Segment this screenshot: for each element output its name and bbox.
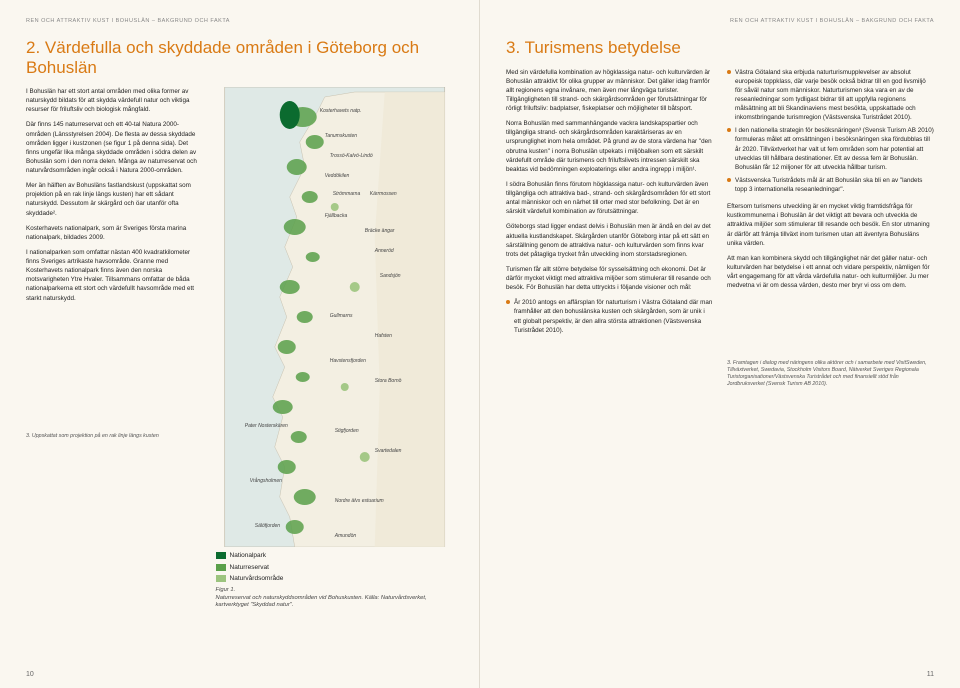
bullet-item: År 2010 antogs en affärsplan för naturtu… [506, 298, 713, 335]
map-legend: Nationalpark Naturreservat Naturvårdsomr… [216, 551, 453, 583]
legend-label: Naturreservat [230, 563, 269, 572]
legend-row-nv: Naturvårdsområde [216, 574, 453, 583]
para: Turismen får allt större betydelse för s… [506, 265, 713, 292]
map-label: Nordre älvs estuarium [334, 498, 383, 504]
para: Att man kan kombinera skydd och tillgäng… [727, 254, 934, 291]
right-columns: Med sin värdefulla kombination av högkla… [506, 68, 934, 676]
bohuslan-map-svg: Kosterhavets natp. Tanumskusten Trossö-K… [216, 87, 453, 547]
running-head-left: REN OCH ATTRAKTIV KUST I BOHUSLÄN – BAKG… [26, 18, 453, 24]
left-col-text: I Bohuslän har ett stort antal områden m… [26, 87, 202, 676]
para: Där finns 145 naturreservat och ett 40-t… [26, 120, 202, 175]
map-figure: Kosterhavets natp. Tanumskusten Trossö-K… [216, 87, 453, 547]
swatch-nr [216, 564, 226, 571]
left-columns: I Bohuslän har ett stort antal områden m… [26, 87, 453, 676]
map-label: Gullmarns [329, 313, 352, 319]
para: Kosterhavets nationalpark, som är Sverig… [26, 224, 202, 242]
section-3-title: 3. Turismens betydelse [506, 38, 934, 58]
map-label: Fjällbacka [324, 213, 347, 219]
left-page: REN OCH ATTRAKTIV KUST I BOHUSLÄN – BAKG… [0, 0, 480, 688]
map-label: Bräcke ängar [364, 228, 394, 234]
map-label: Anneröd [373, 248, 393, 254]
page-spread: REN OCH ATTRAKTIV KUST I BOHUSLÄN – BAKG… [0, 0, 960, 688]
fig-body: Naturreservat och naturskyddsområden vid… [216, 595, 427, 609]
map-label: Kärrmossen [369, 191, 396, 197]
left-col-map: Kosterhavets natp. Tanumskusten Trossö-K… [216, 87, 453, 676]
bullet-text: År 2010 antogs en affärsplan för naturtu… [514, 298, 713, 335]
legend-label: Nationalpark [230, 551, 267, 560]
map-label: Sandsjön [379, 273, 400, 279]
section-2-title: 2. Värdefulla och skyddade områden i Göt… [26, 38, 453, 77]
fig-num: Figur 1. [216, 587, 236, 593]
bullet-text: Västra Götaland ska erbjuda naturturismu… [735, 68, 934, 123]
legend-row-np: Nationalpark [216, 551, 453, 560]
swatch-np [216, 552, 226, 559]
bullet-icon [727, 178, 731, 182]
legend-label: Naturvårdsområde [230, 574, 284, 583]
map-label: Stigfjorden [334, 428, 358, 434]
bullet-icon [506, 300, 510, 304]
bullet-icon [727, 128, 731, 132]
para: I nationalparken som omfattar nästan 400… [26, 248, 202, 303]
footnote-3: 3. Uppskattat som projektion på en rak l… [26, 433, 202, 440]
right-col-1: Med sin värdefulla kombination av högkla… [506, 68, 713, 676]
right-col-2: Västra Götaland ska erbjuda naturturismu… [727, 68, 934, 676]
map-label: Veddökilen [324, 173, 349, 179]
map-label: Vrångsholmen [249, 477, 281, 484]
map-label: Strömmarna [332, 191, 360, 197]
para: I södra Bohuslän finns förutom högklassi… [506, 180, 713, 217]
swatch-nv [216, 575, 226, 582]
para: Med sin värdefulla kombination av högkla… [506, 68, 713, 114]
para: Göteborgs stad ligger endast delvis i Bo… [506, 222, 713, 259]
para: I Bohuslän har ett stort antal områden m… [26, 87, 202, 114]
figure-caption: Figur 1. Naturreservat och naturskyddsom… [216, 587, 453, 610]
map-label: Amundön [333, 533, 356, 539]
bullet-text: Västsvenska Turistrådets mål är att Bohu… [735, 176, 934, 194]
map-label: Hafsten [374, 333, 391, 339]
bullet-item: I den nationella strategin för besöksnär… [727, 126, 934, 172]
footnote-right: 3. Framtagen i dialog med näringens olik… [727, 360, 934, 388]
page-number-right: 11 [927, 671, 934, 678]
map-label: Svartedalen [374, 448, 401, 454]
bullet-text: I den nationella strategin för besöksnär… [735, 126, 934, 172]
bullet-icon [727, 70, 731, 74]
map-label: Kosterhavets natp. [319, 108, 361, 114]
bullet-item: Västsvenska Turistrådets mål är att Bohu… [727, 176, 934, 194]
map-label: Sälöfjorden [254, 523, 280, 529]
running-head-right: REN OCH ATTRAKTIV KUST I BOHUSLÄN – BAKG… [506, 18, 934, 24]
map-label: Tanumskusten [324, 133, 357, 139]
map-label: Pater Nosterskären [244, 423, 287, 429]
bullet-item: Västra Götaland ska erbjuda naturturismu… [727, 68, 934, 123]
para: Mer än hälften av Bohusläns fastlandskus… [26, 181, 202, 218]
legend-row-nr: Naturreservat [216, 563, 453, 572]
page-number-left: 10 [26, 671, 34, 678]
para: Norra Bohuslän med sammanhängande vackra… [506, 119, 713, 174]
right-page: REN OCH ATTRAKTIV KUST I BOHUSLÄN – BAKG… [480, 0, 960, 688]
para: Eftersom turismens utveckling är en myck… [727, 202, 934, 248]
map-label: Havstensfjorden [329, 358, 365, 364]
map-label: Trossö-Kalvö-Lindö [329, 153, 372, 159]
map-label: Stora Bornö [374, 378, 401, 384]
